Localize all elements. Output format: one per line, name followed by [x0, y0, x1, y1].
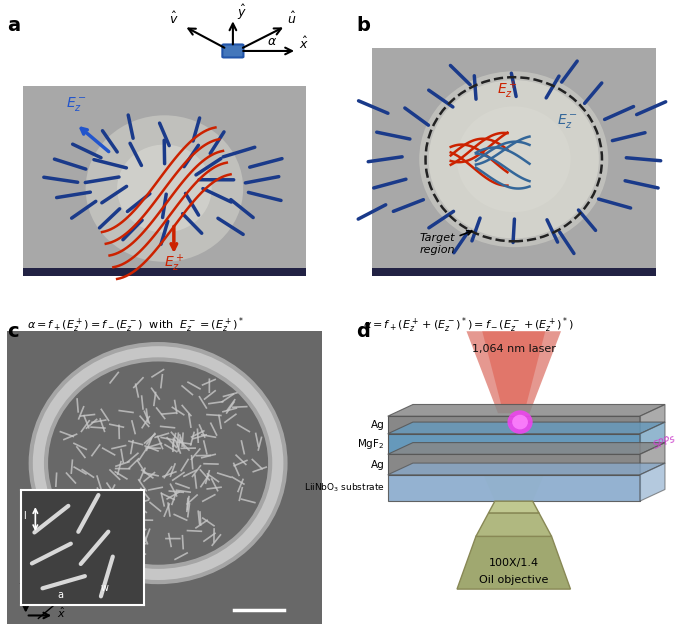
Text: l: l: [23, 511, 26, 521]
Text: $\hat{x}$: $\hat{x}$: [299, 36, 309, 52]
Polygon shape: [388, 463, 665, 475]
Text: SPPs: SPPs: [652, 433, 677, 450]
Polygon shape: [388, 443, 665, 454]
Polygon shape: [388, 434, 640, 454]
Polygon shape: [388, 422, 665, 434]
Text: MgF$_2$: MgF$_2$: [357, 437, 384, 451]
Polygon shape: [457, 536, 571, 589]
Polygon shape: [388, 454, 640, 475]
Text: 1,064 nm laser: 1,064 nm laser: [472, 344, 556, 354]
Text: $\hat{v}$: $\hat{v}$: [169, 11, 178, 27]
Text: $\alpha = f_+(E_z^+ + (E_z^-)^*) = f_-(E_z^- + (E_z^+)^*)$: $\alpha = f_+(E_z^+ + (E_z^-)^*) = f_-(E…: [363, 315, 573, 335]
Polygon shape: [640, 404, 665, 434]
Circle shape: [429, 80, 599, 238]
Polygon shape: [372, 268, 656, 276]
Text: b: b: [356, 16, 370, 35]
Circle shape: [117, 145, 212, 233]
Text: Target
region: Target region: [419, 231, 471, 255]
Text: $E_z^+$: $E_z^+$: [164, 253, 184, 275]
Polygon shape: [640, 443, 665, 475]
Circle shape: [419, 71, 608, 247]
Polygon shape: [388, 475, 640, 501]
Text: $E_z^+$: $E_z^+$: [497, 80, 518, 101]
Text: $\hat{y}$: $\hat{y}$: [237, 3, 247, 22]
Circle shape: [86, 115, 243, 262]
Circle shape: [508, 410, 533, 434]
Text: a: a: [7, 16, 20, 35]
Text: LiiNbO$_3$ substrate: LiiNbO$_3$ substrate: [303, 482, 384, 494]
Text: $\hat{x}$: $\hat{x}$: [58, 606, 66, 620]
Text: w: w: [101, 583, 109, 594]
Text: 100X/1.4: 100X/1.4: [488, 557, 539, 568]
Text: Ag: Ag: [371, 420, 384, 430]
Polygon shape: [488, 501, 539, 513]
Polygon shape: [388, 416, 640, 434]
Text: a: a: [58, 590, 64, 600]
Polygon shape: [476, 513, 551, 536]
Circle shape: [457, 106, 571, 212]
Text: $E_z^-$: $E_z^-$: [66, 94, 86, 113]
Text: $E_z^-$: $E_z^-$: [557, 112, 577, 130]
Text: d: d: [356, 322, 370, 341]
Text: $\hat{y}$: $\hat{y}$: [19, 571, 29, 587]
Polygon shape: [482, 331, 545, 404]
Circle shape: [512, 415, 528, 429]
Text: $\hat{u}$: $\hat{u}$: [287, 11, 297, 27]
Polygon shape: [466, 331, 561, 413]
Polygon shape: [7, 331, 322, 624]
Text: $\alpha = f_+(E_z^+) = f_-(E_z^-)$  with  $E_z^- = (E_z^+)^*$: $\alpha = f_+(E_z^+) = f_-(E_z^-)$ with …: [27, 315, 245, 335]
Text: Ag: Ag: [371, 459, 384, 469]
Polygon shape: [23, 268, 306, 276]
Polygon shape: [372, 48, 656, 271]
Text: $\alpha$: $\alpha$: [266, 35, 277, 48]
Polygon shape: [388, 404, 665, 416]
Polygon shape: [482, 472, 545, 501]
Text: c: c: [7, 322, 18, 341]
Polygon shape: [640, 463, 665, 501]
FancyBboxPatch shape: [223, 45, 243, 57]
Text: Oil objective: Oil objective: [479, 575, 549, 585]
Polygon shape: [640, 422, 665, 454]
Polygon shape: [23, 86, 306, 271]
